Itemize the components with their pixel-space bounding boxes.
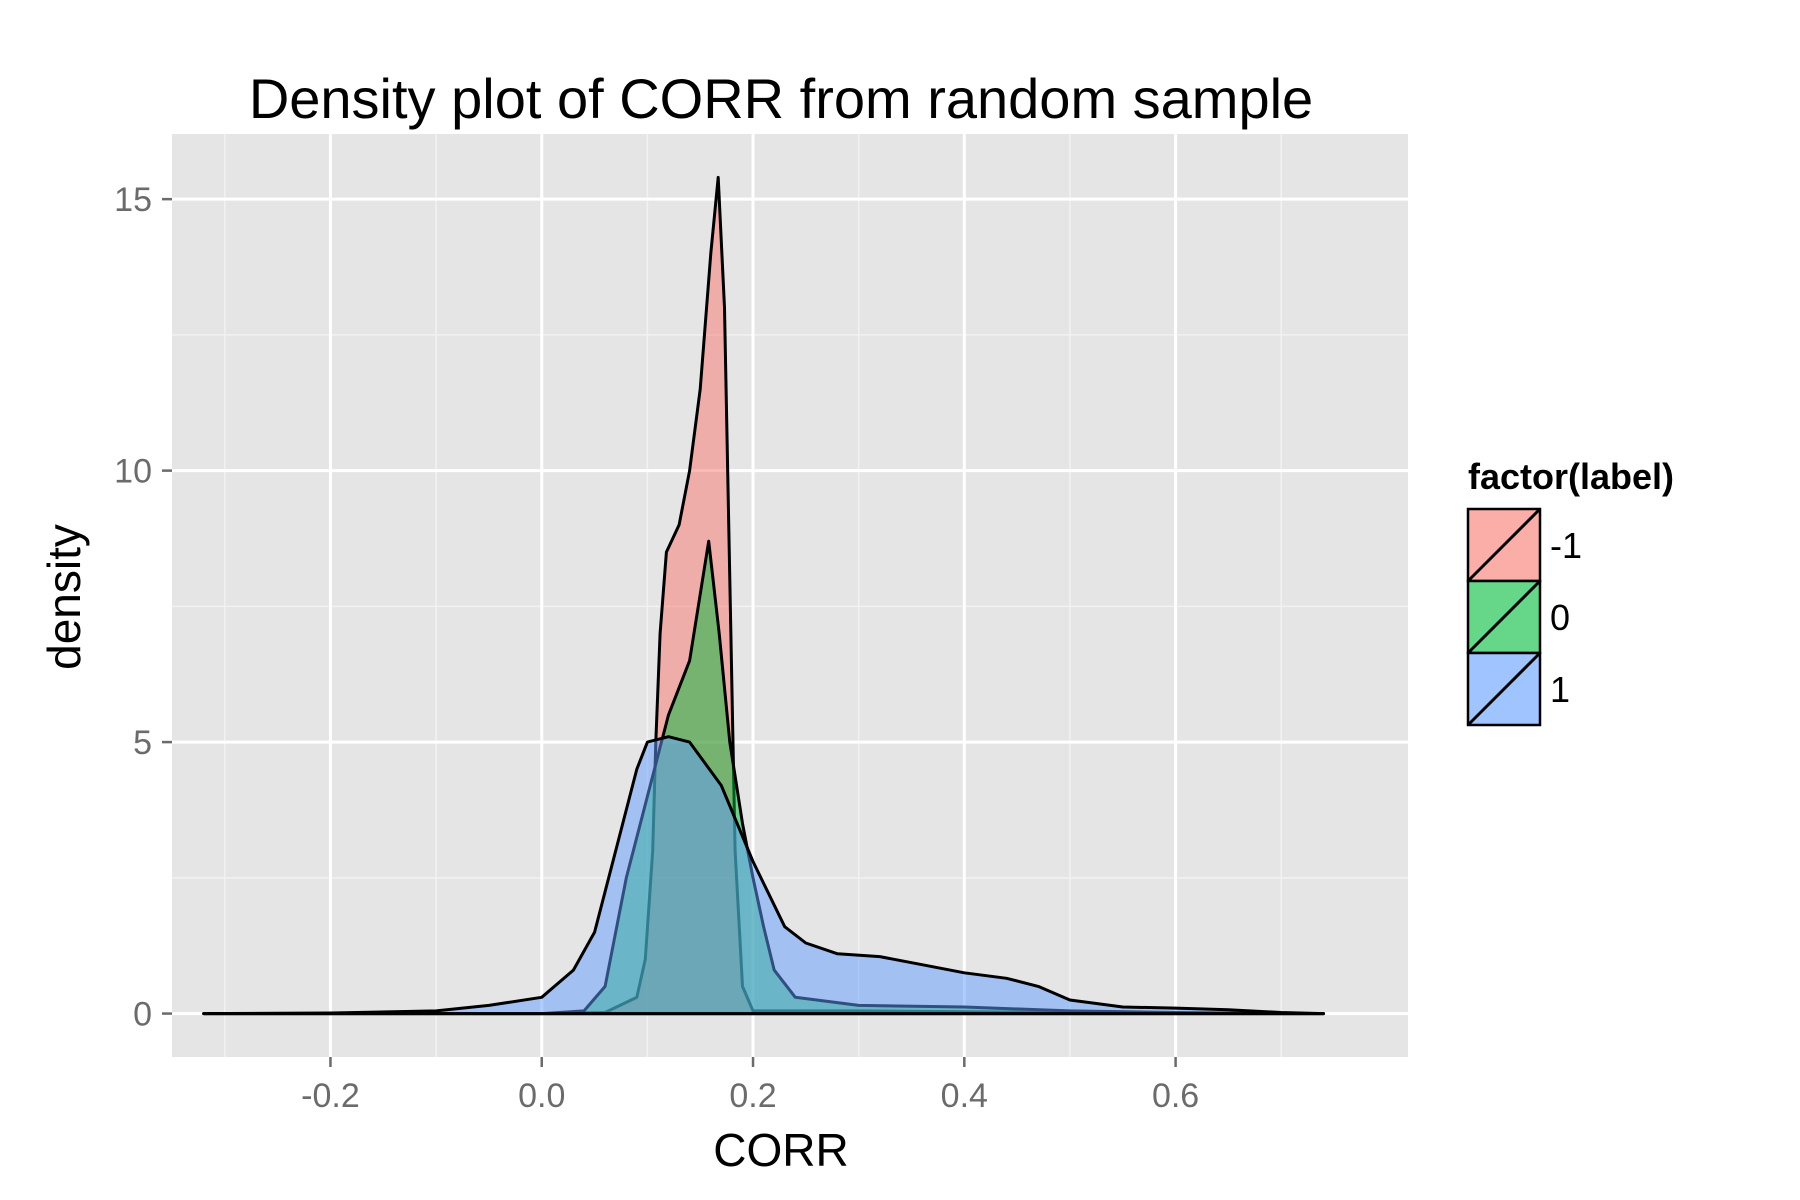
chart-title: Density plot of CORR from random sample xyxy=(249,67,1313,130)
x-tick-label: 0.2 xyxy=(729,1077,776,1115)
legend-label: -1 xyxy=(1550,525,1582,566)
x-tick-label: 0.6 xyxy=(1152,1077,1199,1115)
y-tick-labels: 0 5 10 15 xyxy=(114,181,152,1033)
legend-key-line xyxy=(1466,651,1542,727)
legend-item--1: -1 xyxy=(1466,507,1582,583)
legend-key-line xyxy=(1466,507,1542,583)
y-tick-label: 5 xyxy=(133,724,152,762)
y-tick-label: 10 xyxy=(114,453,152,491)
y-tick-label: 0 xyxy=(133,996,152,1034)
x-axis-title: CORR xyxy=(713,1124,848,1176)
density-series xyxy=(202,175,1325,1016)
x-tick-label: 0.0 xyxy=(518,1077,565,1115)
plot-panel xyxy=(172,134,1408,1057)
x-tick-label: 0.4 xyxy=(941,1077,988,1115)
legend-item-1: 1 xyxy=(1466,651,1570,727)
legend-title: factor(label) xyxy=(1468,456,1674,497)
legend: factor(label) -1 0 1 xyxy=(1466,456,1674,727)
legend-key-line xyxy=(1466,579,1542,655)
legend-label: 1 xyxy=(1550,669,1570,710)
density-area-1 xyxy=(202,735,1325,1016)
y-axis-title: density xyxy=(38,524,90,670)
x-tick-label: -0.2 xyxy=(301,1077,360,1115)
legend-label: 0 xyxy=(1550,597,1570,638)
minor-gridlines xyxy=(172,134,1408,1057)
y-tick-label: 15 xyxy=(114,181,152,219)
legend-item-0: 0 xyxy=(1466,579,1570,655)
x-tick-labels: -0.2 0.0 0.2 0.4 0.6 xyxy=(301,1077,1199,1115)
axis-ticks xyxy=(162,197,1177,1067)
